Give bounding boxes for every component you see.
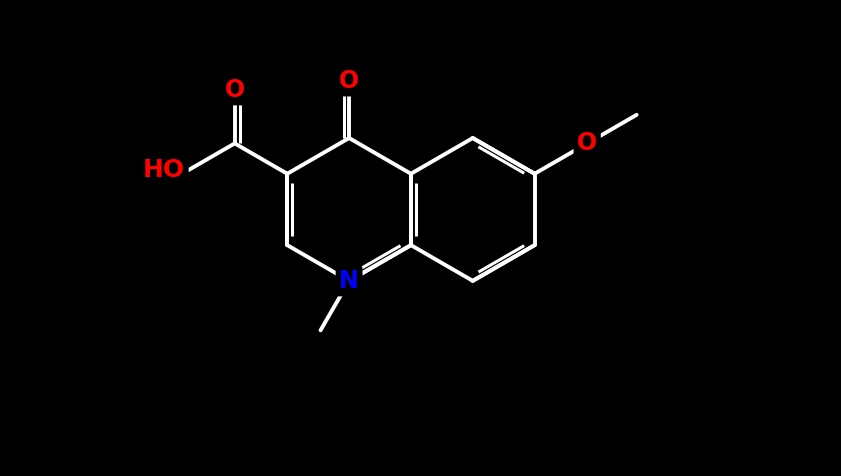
Text: O: O [225, 78, 245, 102]
Text: O: O [339, 69, 359, 93]
Text: N: N [339, 269, 359, 293]
Text: HO: HO [143, 158, 185, 182]
Text: O: O [577, 131, 597, 155]
